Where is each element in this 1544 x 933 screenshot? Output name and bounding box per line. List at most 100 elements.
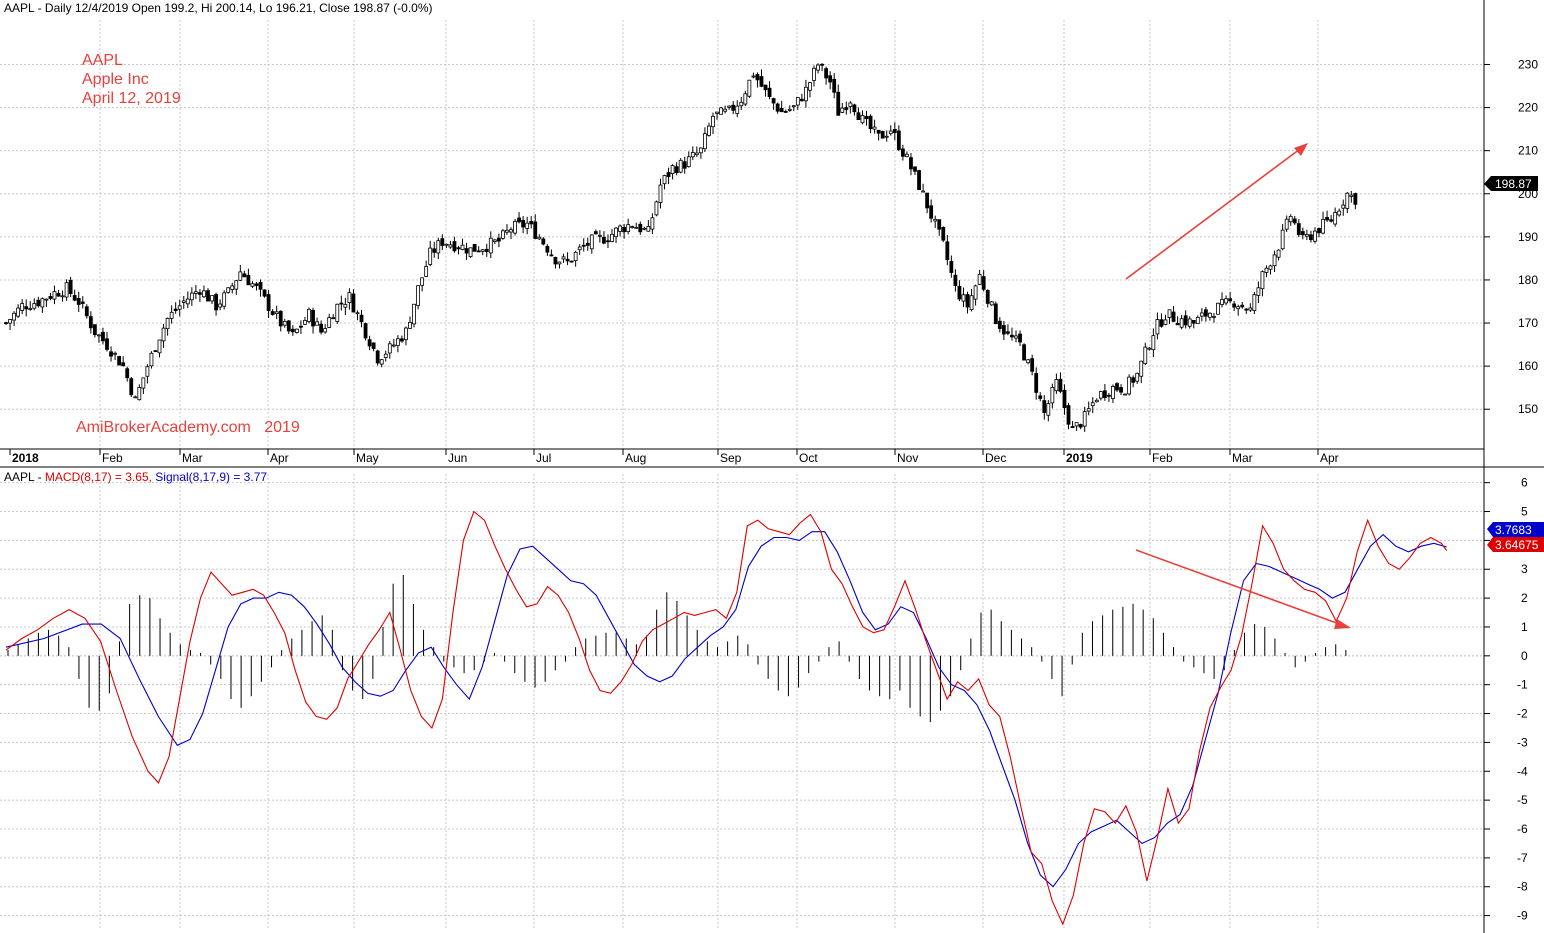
- candle: [1127, 374, 1132, 396]
- candle: [630, 225, 635, 229]
- candle: [993, 301, 998, 325]
- candle: [1094, 398, 1099, 403]
- candle: [1074, 422, 1079, 431]
- candle: [428, 240, 433, 267]
- candle: [1159, 313, 1164, 328]
- candle: [1353, 192, 1358, 210]
- candle: [1333, 207, 1338, 227]
- candle: [343, 297, 348, 315]
- x-tick-label: 2018: [12, 451, 39, 465]
- candle: [496, 233, 501, 248]
- candle: [400, 335, 404, 343]
- candle: [509, 227, 513, 240]
- candle: [573, 250, 578, 267]
- candle: [28, 301, 33, 311]
- candle: [844, 101, 849, 115]
- candle: [133, 395, 138, 399]
- candle: [40, 297, 45, 313]
- candle: [72, 289, 77, 302]
- candle: [1236, 304, 1241, 316]
- candle: [1199, 308, 1204, 322]
- candle: [808, 81, 812, 98]
- candle: [472, 243, 477, 252]
- macd-header-signal: Signal(8,17,9) = 3.77: [155, 470, 267, 484]
- candle: [92, 324, 97, 338]
- candle: [698, 147, 703, 159]
- macd-y-tick-label: -9: [1517, 909, 1528, 923]
- candle: [557, 261, 562, 269]
- candle: [1325, 210, 1329, 223]
- candle: [488, 231, 493, 259]
- candle: [941, 226, 946, 243]
- price-y-tick-label: 180: [1518, 273, 1538, 287]
- candle: [565, 252, 570, 266]
- candle: [76, 291, 81, 312]
- macd-header: AAPL - MACD(8,17) = 3.65, Signal(8,17,9)…: [4, 470, 267, 484]
- candle: [16, 304, 21, 318]
- candle: [836, 84, 841, 116]
- candle: [779, 100, 784, 113]
- candle: [210, 295, 214, 304]
- candle: [739, 97, 744, 111]
- annotation-ticker: AAPL: [82, 52, 123, 69]
- x-tick-label: Mar: [1232, 451, 1253, 465]
- candle: [1304, 229, 1309, 241]
- candle: [969, 288, 974, 312]
- candle: [775, 102, 780, 114]
- candle: [492, 238, 497, 245]
- candle: [88, 311, 93, 334]
- candle: [1284, 215, 1289, 232]
- macd-trend-arrow-head: [1334, 619, 1351, 629]
- price-y-tick-label: 170: [1518, 316, 1538, 330]
- candle: [638, 221, 643, 235]
- candle: [513, 218, 517, 236]
- candle: [1006, 324, 1010, 336]
- candle: [929, 199, 934, 223]
- candle: [432, 241, 437, 258]
- candle: [440, 234, 445, 250]
- candle: [876, 129, 881, 141]
- candle: [387, 341, 392, 359]
- macd-y-tick-label: 5: [1521, 505, 1528, 519]
- candle: [266, 290, 271, 319]
- candle: [359, 309, 364, 328]
- macd-y-tick-label: -5: [1517, 793, 1528, 807]
- candle: [1018, 330, 1022, 346]
- price-y-tick-label: 220: [1518, 101, 1538, 115]
- price-y-tick-label: 150: [1518, 402, 1538, 416]
- candle: [763, 84, 768, 97]
- candle: [925, 192, 930, 214]
- macd-y-tick-label: 2: [1521, 591, 1528, 605]
- candle: [1038, 392, 1043, 402]
- candle: [1026, 358, 1031, 365]
- candle: [755, 72, 760, 88]
- candle: [682, 156, 687, 174]
- macd-y-tick-label: -8: [1517, 880, 1528, 894]
- candle: [949, 255, 954, 278]
- candle: [905, 151, 909, 158]
- price-y-tick-label: 160: [1518, 359, 1538, 373]
- candle: [896, 125, 901, 152]
- candle: [585, 237, 590, 251]
- candle: [816, 63, 820, 74]
- candle: [1131, 375, 1136, 388]
- candle: [153, 349, 158, 353]
- candle: [723, 105, 728, 114]
- candle: [1260, 270, 1265, 297]
- candle: [1288, 214, 1293, 226]
- candle: [917, 169, 921, 191]
- candle: [1313, 227, 1317, 244]
- candle: [24, 299, 29, 317]
- candle: [985, 289, 990, 308]
- candle: [1216, 302, 1220, 315]
- candle: [1090, 397, 1095, 414]
- candle: [444, 243, 449, 248]
- candle: [553, 256, 558, 269]
- candle: [965, 291, 970, 314]
- candle: [456, 245, 461, 255]
- candle: [593, 229, 598, 235]
- candle: [36, 296, 41, 308]
- candle: [226, 287, 231, 294]
- candle: [48, 292, 53, 301]
